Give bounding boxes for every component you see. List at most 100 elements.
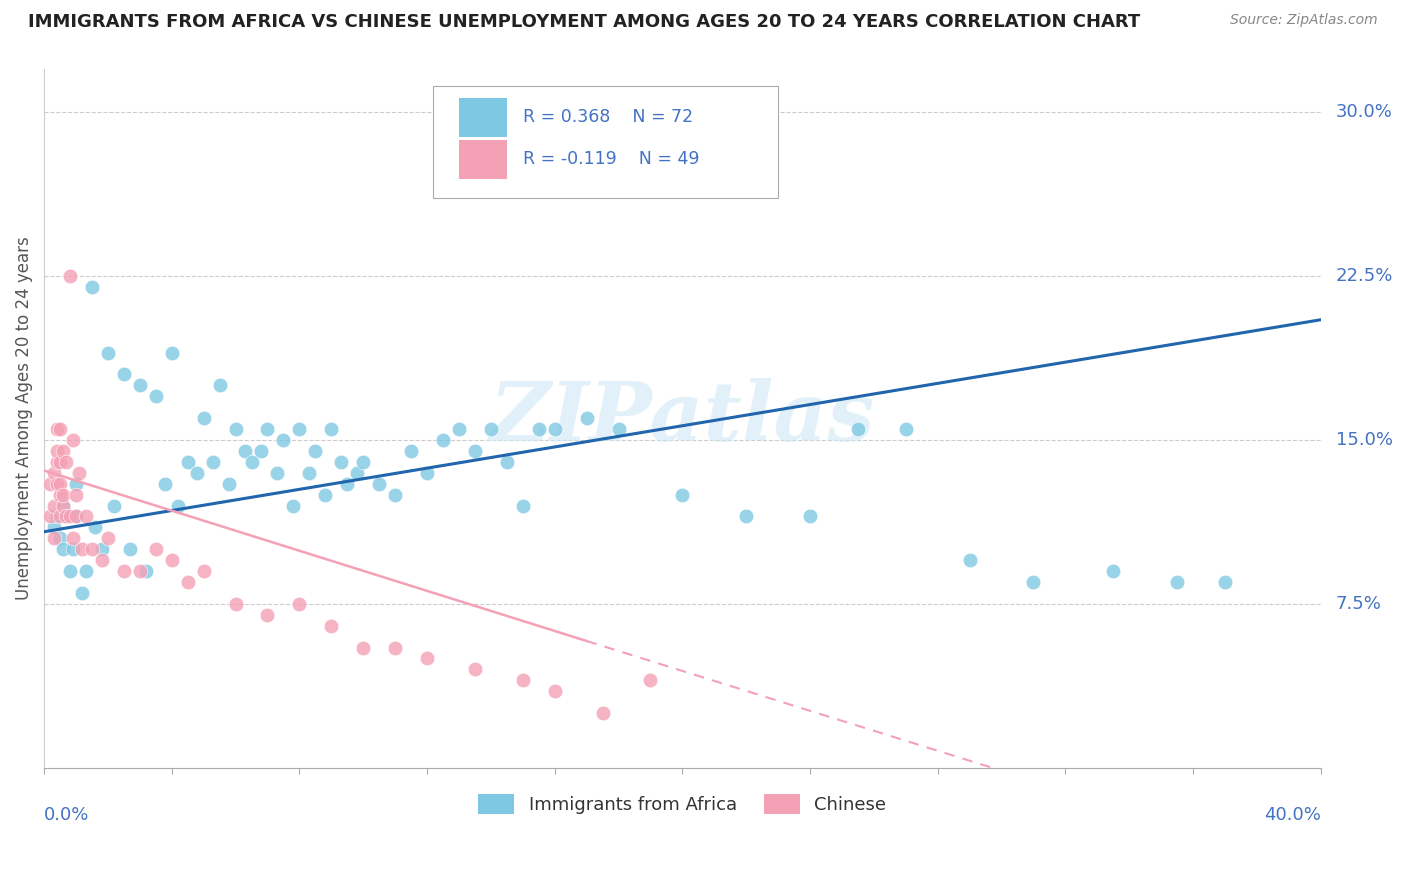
Point [90,553,112,567]
Point [799,509,821,524]
Point [52,542,75,557]
Point [479,422,502,436]
Point [120,542,142,557]
Text: 0.0%: 0.0% [44,806,90,824]
Text: 15.0%: 15.0% [1336,431,1393,449]
Point [62,433,84,447]
Point [49,531,72,545]
Point [346,466,368,480]
Point [894,422,917,436]
Point [288,422,311,436]
Point [84,520,107,534]
Point [52,487,75,501]
Point [256,422,278,436]
Point [266,466,288,480]
Point [208,378,231,392]
Point [62,542,84,557]
Point [42,499,65,513]
Point [512,499,534,513]
Text: 22.5%: 22.5% [1336,267,1393,285]
Text: 7.5%: 7.5% [1336,595,1382,613]
Point [1102,564,1125,578]
FancyBboxPatch shape [433,86,778,198]
Point [39,509,62,524]
Point [49,487,72,501]
Point [735,509,758,524]
Point [45,476,67,491]
Point [575,411,598,425]
Point [352,640,374,655]
Point [281,499,304,513]
Point [416,466,439,480]
Point [128,378,150,392]
Point [160,553,183,567]
Point [544,684,567,698]
Point [384,487,406,501]
Point [225,422,247,436]
Point [202,455,225,469]
Point [145,542,167,557]
Point [160,345,183,359]
Point [368,476,391,491]
Point [52,499,75,513]
Point [607,422,630,436]
Point [959,553,981,567]
Point [321,422,343,436]
Text: Source: ZipAtlas.com: Source: ZipAtlas.com [1230,13,1378,28]
Point [103,499,125,513]
Point [145,389,167,403]
Point [80,542,103,557]
Point [329,455,352,469]
Point [671,487,693,501]
Point [97,345,120,359]
FancyBboxPatch shape [458,98,508,136]
Point [298,466,321,480]
Point [55,455,77,469]
Point [45,509,67,524]
Point [49,476,72,491]
Point [112,368,135,382]
Point [75,564,97,578]
Point [447,422,470,436]
Y-axis label: Unemployment Among Ages 20 to 24 years: Unemployment Among Ages 20 to 24 years [15,236,32,600]
Point [67,466,90,480]
Point [65,509,87,524]
Point [62,531,84,545]
Point [1166,574,1188,589]
Point [45,422,67,436]
Point [52,499,75,513]
Point [321,618,343,632]
Point [193,411,215,425]
Point [250,443,273,458]
FancyBboxPatch shape [458,140,508,178]
Point [495,455,517,469]
Point [65,487,87,501]
Point [416,651,439,665]
Point [59,509,82,524]
Text: R = 0.368    N = 72: R = 0.368 N = 72 [523,109,693,127]
Point [304,443,326,458]
Point [80,280,103,294]
Point [135,564,157,578]
Point [177,574,200,589]
Point [97,531,120,545]
Point [273,433,295,447]
Point [42,520,65,534]
Point [384,640,406,655]
Point [112,564,135,578]
Point [592,706,614,720]
Point [218,476,240,491]
Text: 40.0%: 40.0% [1264,806,1320,824]
Point [72,586,94,600]
Text: IMMIGRANTS FROM AFRICA VS CHINESE UNEMPLOYMENT AMONG AGES 20 TO 24 YEARS CORRELA: IMMIGRANTS FROM AFRICA VS CHINESE UNEMPL… [28,13,1140,31]
Point [432,433,454,447]
Point [512,673,534,688]
Point [464,443,486,458]
Point [65,476,87,491]
Point [399,443,422,458]
Point [52,443,75,458]
Point [45,443,67,458]
Point [45,455,67,469]
Point [177,455,200,469]
Point [288,597,311,611]
